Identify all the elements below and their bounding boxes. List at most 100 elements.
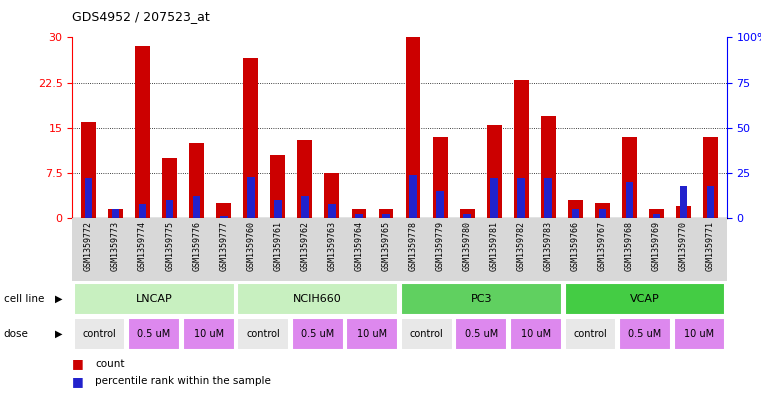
- Bar: [626, 182, 633, 218]
- Bar: [135, 46, 150, 218]
- Text: GSM1359782: GSM1359782: [517, 221, 526, 271]
- Text: GSM1359769: GSM1359769: [652, 221, 661, 271]
- Bar: [514, 79, 529, 218]
- Bar: [270, 155, 285, 218]
- Text: 10 uM: 10 uM: [357, 329, 387, 339]
- Bar: [401, 283, 562, 314]
- Text: dose: dose: [4, 329, 29, 339]
- Bar: [291, 318, 344, 350]
- Text: GSM1359781: GSM1359781: [489, 221, 498, 271]
- Text: GSM1359779: GSM1359779: [435, 221, 444, 271]
- Bar: [707, 185, 715, 218]
- Text: GSM1359763: GSM1359763: [327, 221, 336, 271]
- Bar: [649, 209, 664, 218]
- Bar: [189, 143, 204, 218]
- Bar: [541, 116, 556, 218]
- Text: count: count: [95, 358, 125, 369]
- Bar: [622, 137, 637, 218]
- Text: PC3: PC3: [470, 294, 492, 304]
- Text: control: control: [247, 329, 280, 339]
- Text: control: control: [410, 329, 444, 339]
- Bar: [84, 178, 92, 218]
- Bar: [510, 318, 562, 350]
- Bar: [406, 37, 421, 218]
- Text: cell line: cell line: [4, 294, 44, 304]
- Bar: [216, 203, 231, 218]
- Text: GSM1359764: GSM1359764: [355, 221, 364, 271]
- Text: ■: ■: [72, 357, 84, 370]
- Bar: [490, 178, 498, 218]
- Text: GSM1359771: GSM1359771: [706, 221, 715, 271]
- Bar: [237, 283, 398, 314]
- Text: control: control: [83, 329, 116, 339]
- Text: GSM1359765: GSM1359765: [381, 221, 390, 271]
- Text: ■: ■: [72, 375, 84, 388]
- Text: control: control: [574, 329, 607, 339]
- Bar: [244, 59, 258, 218]
- Text: GSM1359762: GSM1359762: [301, 221, 310, 271]
- Bar: [463, 215, 471, 218]
- Text: 10 uM: 10 uM: [521, 329, 551, 339]
- Bar: [595, 203, 610, 218]
- Text: GSM1359774: GSM1359774: [138, 221, 147, 271]
- Text: GSM1359770: GSM1359770: [679, 221, 688, 271]
- Bar: [355, 215, 363, 218]
- Bar: [74, 318, 126, 350]
- Bar: [653, 215, 661, 218]
- Text: percentile rank within the sample: percentile rank within the sample: [95, 376, 271, 386]
- Text: GSM1359777: GSM1359777: [219, 221, 228, 271]
- Bar: [237, 318, 289, 350]
- Bar: [324, 173, 339, 218]
- Bar: [247, 176, 255, 218]
- Bar: [703, 137, 718, 218]
- Text: GSM1359766: GSM1359766: [571, 221, 580, 271]
- Bar: [565, 318, 616, 350]
- Bar: [409, 175, 417, 218]
- Bar: [183, 318, 234, 350]
- Bar: [298, 140, 312, 218]
- Bar: [274, 200, 282, 218]
- Text: GSM1359760: GSM1359760: [247, 221, 255, 271]
- Text: GSM1359778: GSM1359778: [409, 221, 418, 271]
- Bar: [301, 196, 309, 218]
- Text: 10 uM: 10 uM: [684, 329, 715, 339]
- Text: NCIH660: NCIH660: [293, 294, 342, 304]
- Text: GSM1359772: GSM1359772: [84, 221, 93, 271]
- Text: GSM1359783: GSM1359783: [544, 221, 552, 271]
- Text: ▶: ▶: [55, 329, 62, 339]
- Text: GSM1359775: GSM1359775: [165, 221, 174, 271]
- Bar: [108, 209, 123, 218]
- Text: GSM1359776: GSM1359776: [193, 221, 201, 271]
- Text: GSM1359780: GSM1359780: [463, 221, 472, 271]
- Text: GDS4952 / 207523_at: GDS4952 / 207523_at: [72, 10, 210, 23]
- Bar: [565, 283, 725, 314]
- Text: GSM1359773: GSM1359773: [111, 221, 120, 271]
- Text: 10 uM: 10 uM: [193, 329, 224, 339]
- Bar: [455, 318, 508, 350]
- Bar: [436, 191, 444, 218]
- Bar: [599, 209, 607, 218]
- Text: LNCAP: LNCAP: [135, 294, 173, 304]
- Text: 0.5 uM: 0.5 uM: [629, 329, 661, 339]
- Bar: [166, 200, 174, 218]
- Bar: [676, 206, 691, 218]
- Text: ▶: ▶: [55, 294, 62, 304]
- Bar: [328, 204, 336, 218]
- Bar: [139, 204, 146, 218]
- Text: 0.5 uM: 0.5 uM: [465, 329, 498, 339]
- Bar: [401, 318, 453, 350]
- Bar: [193, 196, 200, 218]
- Text: GSM1359761: GSM1359761: [273, 221, 282, 271]
- Text: GSM1359767: GSM1359767: [598, 221, 607, 271]
- Bar: [74, 283, 234, 314]
- Bar: [346, 318, 398, 350]
- Bar: [544, 178, 552, 218]
- Text: GSM1359768: GSM1359768: [625, 221, 634, 271]
- Bar: [81, 122, 96, 218]
- Bar: [382, 215, 390, 218]
- Bar: [162, 158, 177, 218]
- Bar: [680, 185, 687, 218]
- Text: 0.5 uM: 0.5 uM: [138, 329, 170, 339]
- Bar: [460, 209, 475, 218]
- Text: 0.5 uM: 0.5 uM: [301, 329, 334, 339]
